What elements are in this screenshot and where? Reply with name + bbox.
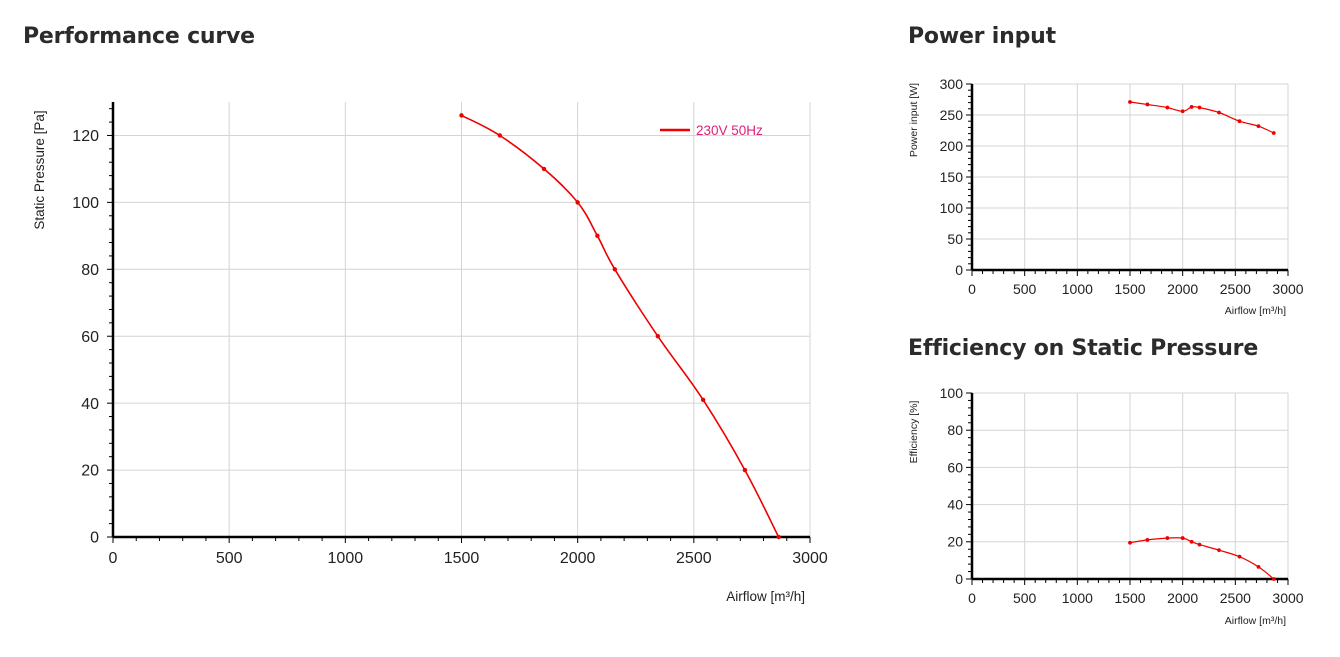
performance-data-point bbox=[612, 267, 618, 272]
efficiency-data-point bbox=[1271, 577, 1276, 581]
power-axes bbox=[966, 83, 1289, 276]
power-y-tick-label: 200 bbox=[940, 138, 964, 154]
performance-grid bbox=[113, 102, 811, 537]
power-data-point bbox=[1237, 119, 1242, 124]
efficiency-y-axis-label: Efficiency [%] bbox=[908, 401, 920, 464]
efficiency-y-tick-label: 60 bbox=[947, 459, 963, 475]
performance-data-point bbox=[700, 397, 706, 403]
performance-y-tick-label: 120 bbox=[72, 128, 99, 145]
efficiency-x-tick-label: 2000 bbox=[1167, 590, 1198, 606]
performance-series-line bbox=[461, 114, 780, 538]
performance-y-tick-label: 80 bbox=[81, 262, 99, 279]
power-data-point bbox=[1180, 109, 1185, 114]
power-x-tick-label: 500 bbox=[1013, 281, 1037, 297]
power-x-tick-label: 2000 bbox=[1167, 281, 1198, 297]
performance-x-tick-label: 500 bbox=[216, 550, 243, 567]
efficiency-x-tick-label: 0 bbox=[968, 590, 976, 606]
efficiency-data-point bbox=[1197, 542, 1202, 547]
efficiency-data-point bbox=[1128, 540, 1132, 545]
efficiency-y-tick-label: 100 bbox=[940, 385, 964, 401]
performance-data-point bbox=[655, 334, 661, 339]
performance-y-axis-label: Static Pressure [Pa] bbox=[32, 110, 47, 229]
power-input-title: Power input bbox=[908, 24, 1056, 49]
power-data-point bbox=[1197, 105, 1202, 110]
performance-series-0 bbox=[459, 113, 781, 540]
performance-data-point bbox=[575, 200, 580, 205]
performance-data-point bbox=[459, 113, 464, 118]
power-series-0 bbox=[1128, 100, 1276, 135]
performance-y-tick-label: 60 bbox=[81, 329, 99, 346]
efficiency-y-tick-label: 40 bbox=[947, 497, 963, 513]
efficiency-data-point bbox=[1189, 539, 1194, 544]
performance-x-tick-label: 2500 bbox=[676, 550, 712, 567]
performance-x-tick-label: 1500 bbox=[444, 550, 480, 567]
power-x-tick-label: 2500 bbox=[1220, 281, 1251, 297]
efficiency-data-point bbox=[1217, 548, 1221, 553]
performance-data-point bbox=[497, 133, 503, 138]
performance-data-point bbox=[742, 467, 748, 473]
power-y-tick-label: 50 bbox=[947, 231, 963, 247]
efficiency-data-point bbox=[1180, 536, 1185, 540]
power-data-point bbox=[1189, 105, 1194, 109]
power-grid bbox=[972, 83, 1289, 270]
efficiency-y-tick-label: 80 bbox=[947, 422, 963, 438]
efficiency-title: Efficiency on Static Pressure bbox=[908, 336, 1259, 361]
efficiency-series-line bbox=[1129, 537, 1275, 580]
performance-x-tick-label: 2000 bbox=[560, 550, 596, 567]
efficiency-x-tick-label: 1000 bbox=[1062, 590, 1093, 606]
power-data-point bbox=[1256, 124, 1261, 129]
efficiency-data-point bbox=[1237, 554, 1242, 559]
efficiency-x-axis-label: Airflow [m³/h] bbox=[1225, 615, 1286, 627]
performance-data-point bbox=[776, 534, 781, 540]
efficiency-y-tick-label: 0 bbox=[955, 571, 963, 587]
performance-axes bbox=[107, 102, 811, 543]
efficiency-data-point bbox=[1165, 536, 1170, 540]
power-x-tick-label: 0 bbox=[968, 281, 976, 297]
efficiency-x-tick-label: 1500 bbox=[1114, 590, 1145, 606]
power-data-point bbox=[1271, 131, 1276, 135]
power-series-line bbox=[1129, 101, 1275, 134]
performance-y-tick-label: 20 bbox=[81, 463, 99, 480]
power-x-tick-label: 1000 bbox=[1062, 281, 1093, 297]
power-data-point bbox=[1128, 100, 1132, 104]
power-y-tick-label: 150 bbox=[940, 169, 964, 185]
power-x-axis-label: Airflow [m³/h] bbox=[1225, 305, 1286, 317]
efficiency-y-tick-label: 20 bbox=[947, 534, 963, 550]
performance-x-tick-label: 3000 bbox=[792, 550, 828, 567]
efficiency-data-point bbox=[1256, 565, 1261, 569]
efficiency-x-tick-label: 3000 bbox=[1272, 590, 1303, 606]
efficiency-x-tick-label: 2500 bbox=[1220, 590, 1251, 606]
efficiency-axes bbox=[966, 392, 1289, 585]
power-x-tick-label: 1500 bbox=[1114, 281, 1145, 297]
performance-x-axis-label: Airflow [m³/h] bbox=[726, 589, 805, 604]
performance-x-tick-label: 1000 bbox=[328, 550, 364, 567]
power-data-point bbox=[1217, 110, 1221, 115]
power-y-tick-label: 300 bbox=[940, 76, 964, 92]
power-y-axis-label: Power input [W] bbox=[908, 83, 920, 157]
power-y-tick-label: 250 bbox=[940, 107, 964, 123]
performance-y-tick-label: 0 bbox=[90, 530, 99, 547]
power-data-point bbox=[1165, 105, 1170, 110]
performance-curve-title: Performance curve bbox=[23, 24, 255, 49]
performance-data-point bbox=[541, 166, 547, 172]
efficiency-x-tick-label: 500 bbox=[1013, 590, 1037, 606]
power-x-tick-label: 3000 bbox=[1272, 281, 1303, 297]
performance-legend-label: 230V 50Hz bbox=[696, 123, 763, 138]
efficiency-data-point bbox=[1145, 538, 1150, 542]
efficiency-series-0 bbox=[1128, 536, 1276, 581]
performance-y-tick-label: 40 bbox=[81, 396, 99, 413]
power-y-tick-label: 0 bbox=[955, 262, 963, 278]
power-y-tick-label: 100 bbox=[940, 200, 964, 216]
power-data-point bbox=[1145, 102, 1150, 107]
performance-y-tick-label: 100 bbox=[72, 195, 99, 212]
efficiency-grid bbox=[972, 392, 1289, 579]
performance-data-point bbox=[595, 233, 600, 239]
performance-x-tick-label: 0 bbox=[109, 550, 118, 567]
